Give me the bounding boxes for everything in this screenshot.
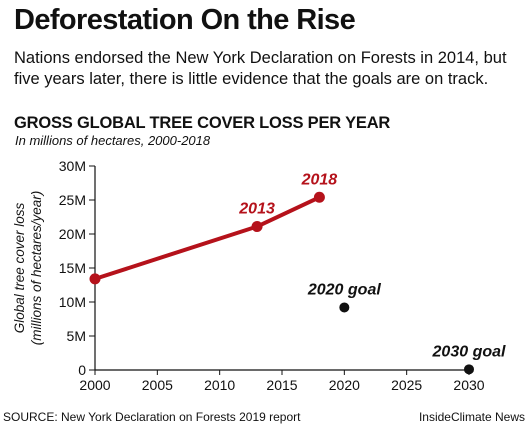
goal-point — [339, 302, 350, 313]
y-axis-label-line: (millions of hectares/year) — [29, 191, 44, 346]
chart-title: GROSS GLOBAL TREE COVER LOSS PER YEAR — [14, 114, 391, 132]
chart-ticks: 0 5M 10M 15M 20M 25M 30M 2000 2005 2010 2015 2020 20… — [59, 158, 485, 393]
y-tick-label: 15M — [59, 260, 86, 276]
y-tick-label: 5M — [67, 328, 86, 344]
chart-marks: 2013 2018 2020 goal 2030 goal — [89, 171, 506, 375]
x-tick-label: 2005 — [142, 377, 173, 393]
credit-note: InsideClimate News — [418, 410, 525, 424]
x-tick-label: 2010 — [204, 377, 235, 393]
data-label: 2018 — [301, 171, 338, 188]
y-axis-label: Global tree cover loss (millions of hecta… — [12, 191, 44, 346]
data-label: 2013 — [238, 201, 275, 218]
y-tick-label: 30M — [59, 158, 86, 174]
goal-label: 2020 goal — [307, 281, 381, 298]
data-point — [251, 221, 263, 233]
y-tick-label: 0 — [78, 362, 86, 378]
y-tick-label: 25M — [59, 192, 86, 208]
data-point — [89, 273, 101, 285]
data-point — [313, 191, 325, 203]
x-tick-label: 2030 — [453, 377, 484, 393]
x-tick-label: 2020 — [329, 377, 360, 393]
goal-point — [464, 364, 474, 375]
y-tick-label: 20M — [59, 226, 86, 242]
goal-label: 2030 goal — [432, 343, 506, 360]
chart-axes — [94, 166, 469, 371]
y-tick-label: 10M — [59, 294, 86, 310]
x-tick-label: 2000 — [79, 377, 110, 393]
source-note: SOURCE: New York Declaration on Forests … — [3, 410, 301, 424]
chart-subtitle: In millions of hectares, 2000-2018 — [15, 133, 211, 148]
x-tick-label: 2025 — [391, 377, 422, 393]
x-tick-label: 2015 — [266, 377, 297, 393]
series-line — [93, 195, 322, 281]
page-title: Deforestation On the Rise — [14, 4, 356, 36]
page-subtitle: Nations endorsed the New York Declaratio… — [14, 49, 507, 88]
y-axis-label-line: Global tree cover loss — [12, 202, 27, 333]
